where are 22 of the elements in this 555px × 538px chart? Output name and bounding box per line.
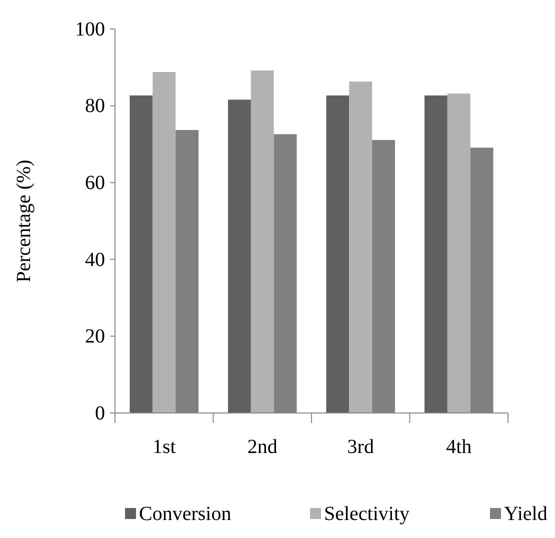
x-tick-label: 2nd (247, 436, 278, 458)
bar (349, 82, 372, 413)
x-tick-label: 4th (446, 436, 472, 458)
y-tick-label: 60 (85, 172, 105, 194)
x-tick-label: 1st (152, 436, 176, 458)
bar (152, 72, 176, 413)
legend-label: Selectivity (324, 503, 410, 525)
legend-label: Yield (504, 503, 548, 525)
bar (326, 95, 350, 413)
y-axis-title: Percentage (%) (13, 160, 35, 282)
x-tick-label: 3rd (347, 436, 374, 458)
bar (424, 95, 448, 413)
y-tick-label: 40 (85, 248, 105, 271)
legend-label: Conversion (139, 503, 232, 525)
bar (130, 95, 153, 413)
bar (447, 94, 470, 413)
y-tick-label: 80 (85, 95, 105, 118)
y-tick-label: 20 (85, 326, 105, 348)
y-tick-label: 100 (75, 18, 105, 40)
bar (250, 70, 274, 413)
bar (228, 100, 251, 413)
y-tick-label: 0 (95, 402, 105, 424)
